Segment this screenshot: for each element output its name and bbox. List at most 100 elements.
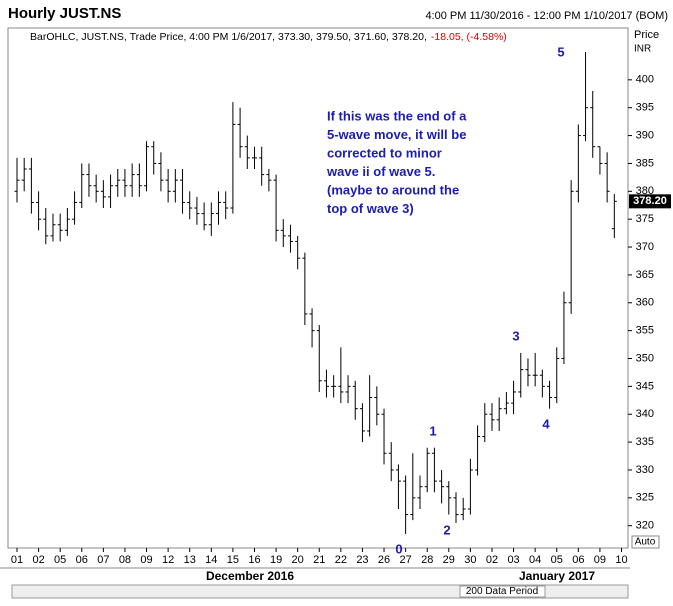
ohlc-bar [251, 146, 257, 170]
annotation-line: 5-wave move, it will be [327, 127, 466, 142]
ohlc-bar [359, 403, 365, 443]
ohlc-bar [208, 202, 214, 236]
ohlc-bar [525, 358, 531, 387]
ohlc-bar [28, 157, 34, 214]
ohlc-bar [554, 347, 560, 404]
ohlc-bar [388, 442, 394, 482]
scroll-thumb[interactable] [459, 585, 546, 598]
ohlc-bar [165, 169, 171, 203]
ohlc-bar [259, 146, 265, 186]
ohlc-bar [431, 447, 437, 493]
ohlc-bar [36, 191, 42, 231]
ohlc-bar [439, 469, 445, 504]
y-axis-label: Price [634, 29, 659, 41]
ohlc-bar [503, 391, 509, 415]
wave-label: 0 [395, 541, 402, 556]
ohlc-bar [547, 380, 553, 409]
ohlc-bar [539, 369, 545, 398]
ohlc-bar [424, 447, 430, 493]
ohlc-bar [86, 163, 92, 197]
wave-label: 5 [557, 44, 564, 59]
ohlc-bar [14, 157, 20, 203]
ohlc-bar [561, 291, 567, 365]
ohlc-bar [345, 375, 351, 404]
last-price-label: 378.20 [633, 195, 667, 207]
chart-title: Hourly JUST.NS [8, 5, 121, 22]
ohlc-bar [57, 213, 63, 242]
y-tick-label: 325 [636, 492, 654, 504]
x-tick-label: 05 [54, 554, 66, 566]
y-tick-label: 340 [636, 408, 654, 420]
x-tick-label: 09 [594, 554, 606, 566]
x-tick-label: 15 [227, 554, 239, 566]
ohlc-bar [108, 174, 114, 209]
legend-change: -18.05, (-4.58%) [431, 31, 507, 43]
ohlc-bar [496, 397, 502, 431]
x-tick-label: 03 [507, 554, 519, 566]
ohlc-bar [374, 386, 380, 426]
y-axis-unit: INR [634, 44, 651, 55]
ohlc-bar [568, 180, 574, 314]
ohlc-bar [381, 408, 387, 465]
month-label: December 2016 [206, 569, 294, 583]
ohlc-bar [453, 492, 459, 523]
y-tick-label: 335 [636, 436, 654, 448]
y-tick-label: 355 [636, 325, 654, 337]
ohlc-bar [302, 252, 308, 326]
y-tick-label: 350 [636, 352, 654, 364]
ohlc-bar [460, 497, 466, 521]
y-tick-label: 380 [636, 185, 654, 197]
x-tick-label: 16 [248, 554, 260, 566]
y-tick-label: 365 [636, 269, 654, 281]
ohlc-bar [410, 453, 416, 521]
ohlc-bar [136, 163, 142, 197]
ohlc-bar [367, 375, 373, 437]
x-tick-label: 14 [205, 554, 217, 566]
x-tick-label: 05 [551, 554, 563, 566]
ohlc-bar [287, 224, 293, 253]
ohlc-bar [129, 163, 135, 197]
ohlc-bar [575, 124, 581, 203]
ohlc-bar [151, 141, 157, 175]
annotation: If this was the end of a 5-wave move, it … [326, 108, 467, 216]
ohlc-bar [280, 219, 286, 248]
ohlc-bar [79, 163, 85, 209]
x-tick-label: 23 [356, 554, 368, 566]
x-tick-label: 30 [464, 554, 476, 566]
ohlc-bar [122, 169, 128, 197]
scale-mode-box[interactable] [631, 535, 660, 549]
ohlc-bar [467, 458, 473, 515]
x-tick-label: 04 [529, 554, 541, 566]
ohlc-bar [244, 135, 250, 170]
ohlc-bar [115, 169, 121, 197]
y-tick-label: 395 [636, 102, 654, 114]
data-period: 200 Data Period [466, 586, 538, 597]
x-tick-label: 02 [486, 554, 498, 566]
scale-mode[interactable]: Auto [635, 537, 656, 548]
wave-label: 3 [512, 328, 519, 343]
ohlc-bar [230, 102, 236, 214]
ohlc-bar [489, 403, 495, 431]
y-tick-label: 400 [636, 74, 654, 86]
ohlc-bar [223, 191, 229, 220]
ohlc-bar [532, 352, 538, 387]
ohlc-bar [482, 403, 488, 443]
ohlc-bar [64, 208, 70, 236]
ohlc-bar [352, 380, 358, 420]
ohlc-bar [93, 174, 99, 203]
x-tick-label: 09 [140, 554, 152, 566]
ohlc-bar [511, 380, 517, 415]
annotation-line: top of wave 3) [327, 201, 414, 216]
ohlc-bar [158, 152, 164, 192]
ohlc-bar [395, 464, 401, 509]
x-tick-label: 06 [572, 554, 584, 566]
month-label: January 2017 [519, 569, 595, 583]
ohlc-bar [604, 152, 610, 203]
x-tick-label: 29 [443, 554, 455, 566]
x-tick-label: 21 [313, 554, 325, 566]
x-tick-label: 22 [335, 554, 347, 566]
y-tick-label: 360 [636, 297, 654, 309]
annotation-line: If this was the end of a [327, 108, 467, 123]
x-tick-label: 06 [76, 554, 88, 566]
